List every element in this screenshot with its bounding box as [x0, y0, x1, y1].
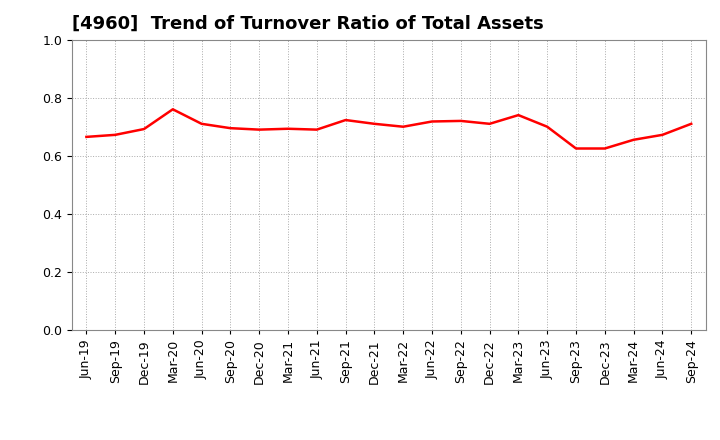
Text: [4960]  Trend of Turnover Ratio of Total Assets: [4960] Trend of Turnover Ratio of Total … — [72, 15, 544, 33]
